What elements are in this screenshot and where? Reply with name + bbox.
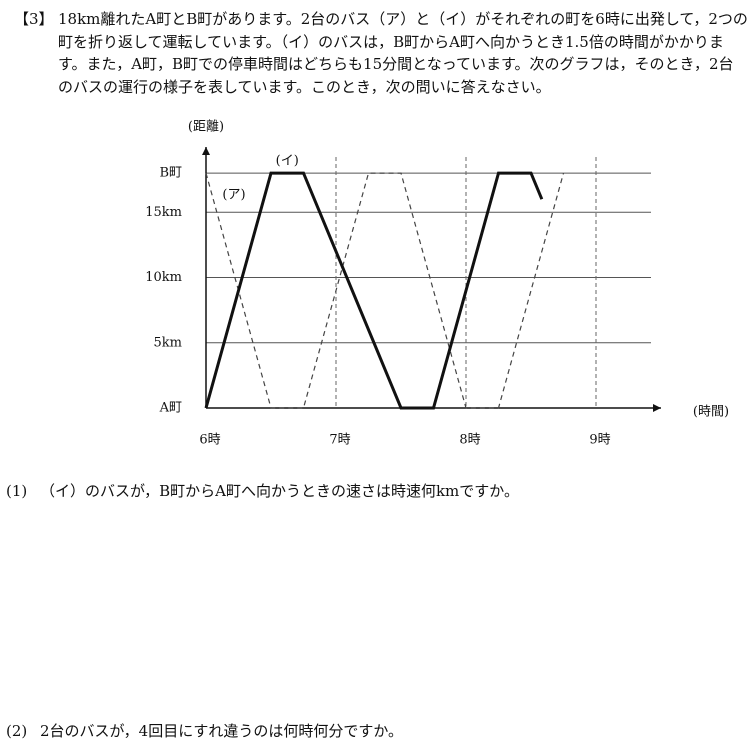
x-tick-label: 9時	[589, 433, 610, 448]
y-tick-label: 5km	[154, 335, 182, 350]
question-text: （イ）のバスが，B町からA町へ向かうときの速さは時速何kmですか。	[40, 482, 519, 500]
x-tick-label: 8時	[459, 433, 480, 448]
x-axis-arrow	[653, 404, 661, 412]
series-line	[204, 171, 544, 410]
problem-text: 18km離れたA町とB町があります。2台のバス（ア）と（イ）がそれぞれの町を6時…	[58, 10, 748, 96]
series-label: (ア)	[222, 188, 245, 203]
y-axis-arrow	[202, 147, 210, 155]
question-number: (1)	[6, 482, 28, 500]
y-tick-label: 15km	[145, 205, 182, 220]
question-number: (2)	[6, 722, 28, 740]
problem-number: 【3】	[14, 10, 54, 28]
y-axis-label: (距離)	[188, 120, 224, 135]
series-line	[205, 172, 565, 409]
series-label: (イ)	[276, 154, 299, 169]
x-tick-label: 7時	[329, 433, 350, 448]
question-text: 2台のバスが，4回目にすれ違うのは何時何分ですか。	[40, 722, 404, 740]
y-tick-label: B町	[159, 166, 182, 181]
y-tick-label: 10km	[145, 270, 182, 285]
y-tick-label: A町	[159, 401, 182, 416]
x-axis-label: (時間)	[693, 405, 729, 420]
x-tick-label: 6時	[199, 433, 220, 448]
